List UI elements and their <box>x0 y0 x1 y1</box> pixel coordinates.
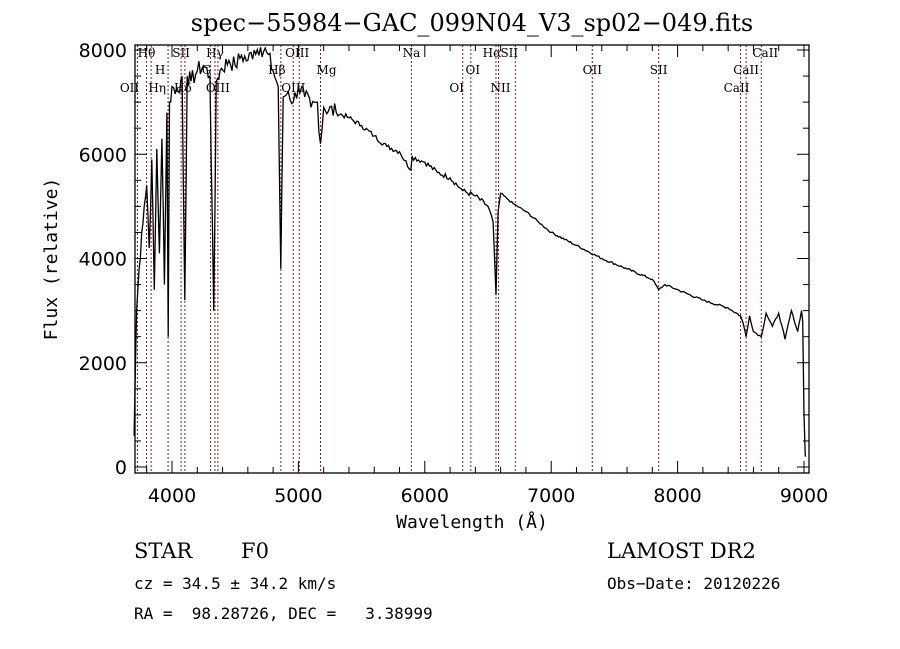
x-axis-label: Wavelength (Å) <box>396 511 548 533</box>
spectral-line-label: CaII <box>752 46 778 60</box>
spectral-line-label: Hγ <box>206 46 224 60</box>
redshift-text: cz = 34.5 ± 34.2 km/s <box>134 574 337 593</box>
object-class: STAR <box>134 539 193 563</box>
x-axis-ticks: 4000 5000 6000 7000 8000 9000 <box>146 45 828 507</box>
spectral-line-label: Mg <box>317 63 337 77</box>
spectral-line-markers <box>136 45 762 473</box>
chart-title: spec−55984−GAC_099N04_V3_sp02−049.fits <box>191 9 753 37</box>
y-tick-label: 2000 <box>79 353 127 375</box>
spectral-line-label: Hη <box>148 81 166 95</box>
spectral-line-label: SII <box>172 46 190 60</box>
subclass: F0 <box>241 539 269 563</box>
x-tick-label: 8000 <box>653 485 701 507</box>
x-tick-label: 7000 <box>527 485 575 507</box>
spectral-line-label: OIII <box>206 81 230 95</box>
spectral-line-label: OII <box>583 63 603 77</box>
y-tick-label: 4000 <box>79 249 127 271</box>
x-tick-label: 4000 <box>148 485 196 507</box>
y-axis-ticks: 0 2000 4000 6000 8000 <box>79 40 809 479</box>
spectral-line-label: Hβ <box>268 63 285 77</box>
spectral-line-label: CaII <box>733 63 759 77</box>
y-tick-label: 0 <box>115 457 127 479</box>
spectral-line-label: H <box>155 63 165 77</box>
x-tick-label: 9000 <box>780 485 828 507</box>
survey-name: LAMOST DR2 <box>607 539 756 563</box>
spectral-line-label: OI <box>466 63 481 77</box>
spectral-line-label: Na <box>403 46 421 60</box>
spectral-line-label: OIII <box>285 46 309 60</box>
plot-frame <box>134 44 810 474</box>
y-axis-label: Flux (relative) <box>41 178 62 341</box>
obs-date: Obs−Date: 20120226 <box>607 574 781 593</box>
spectral-line-label: NII <box>490 81 510 95</box>
x-tick-label: 6000 <box>401 485 449 507</box>
spectral-line-label: OI <box>449 81 464 95</box>
spectral-line-label: SII <box>650 63 668 77</box>
y-tick-label: 8000 <box>79 40 127 62</box>
x-tick-label: 5000 <box>274 485 322 507</box>
spectral-line-label: Hα <box>483 46 502 60</box>
spectral-line-label: SII <box>500 46 518 60</box>
spectral-line-label: OII <box>120 81 140 95</box>
spectrum-line <box>133 46 806 457</box>
y-tick-label: 6000 <box>79 144 127 166</box>
spectral-line-label: CaII <box>724 81 750 95</box>
coordinates-text: RA = 98.28726, DEC = 3.38999 <box>134 604 433 623</box>
